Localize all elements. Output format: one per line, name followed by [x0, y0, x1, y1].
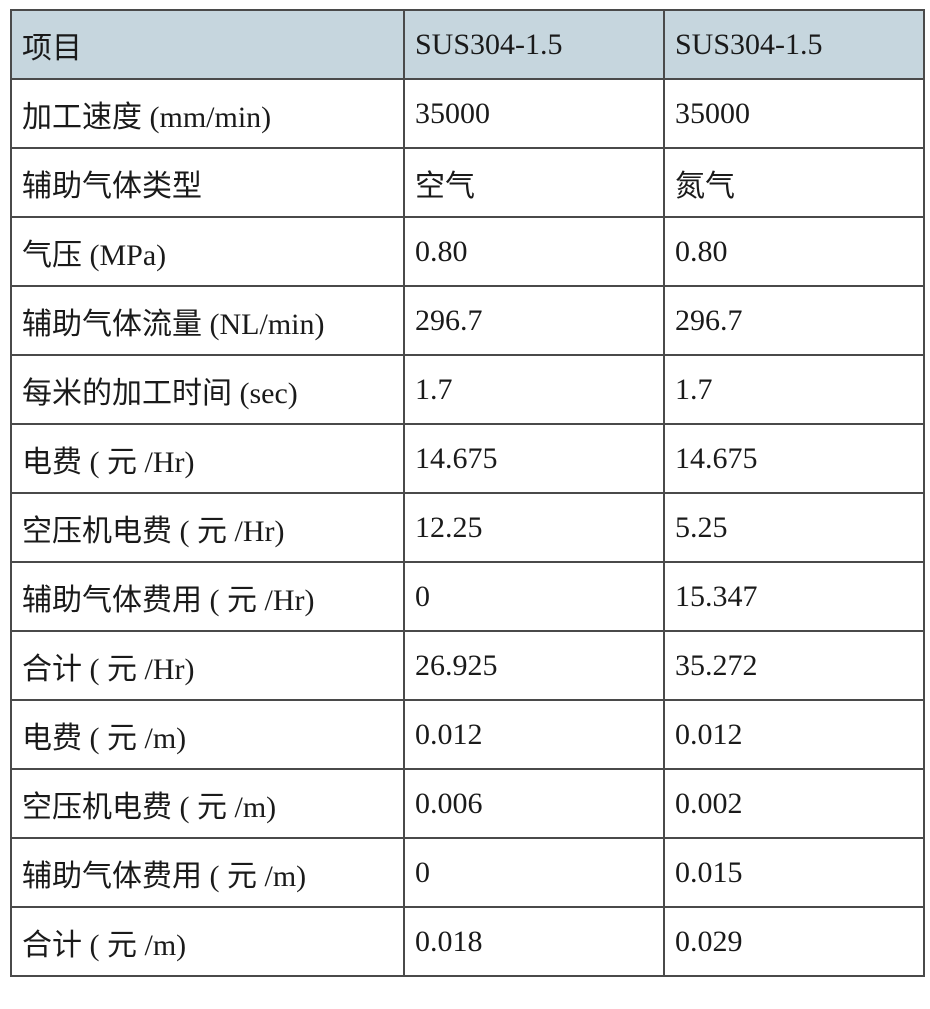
table-cell: 0.80 — [403, 216, 665, 287]
table-row: 每米的加工时间 (sec) 1.7 1.7 — [10, 354, 925, 425]
table-header: 项目 SUS304-1.5 SUS304-1.5 — [10, 9, 925, 80]
table-body: 加工速度 (mm/min) 35000 35000 辅助气体类型 空气 氮气 气压 (MPa… — [10, 78, 925, 977]
table-row: 辅助气体类型 空气 氮气 — [10, 147, 925, 218]
table-cell: 0.006 — [403, 768, 665, 839]
header-cell: SUS304-1.5 — [663, 9, 925, 80]
header-cell: SUS304-1.5 — [403, 9, 665, 80]
table-cell: 气压 (MPa) — [10, 216, 405, 287]
table-cell: 辅助气体费用 ( 元 /m) — [10, 837, 405, 908]
table-cell: 14.675 — [403, 423, 665, 494]
table-cell: 氮气 — [663, 147, 925, 218]
table-cell: 0.80 — [663, 216, 925, 287]
table-cell: 空压机电费 ( 元 /Hr) — [10, 492, 405, 563]
table-cell: 电费 ( 元 /Hr) — [10, 423, 405, 494]
table-cell: 15.347 — [663, 561, 925, 632]
table-cell: 296.7 — [663, 285, 925, 356]
table-cell: 辅助气体类型 — [10, 147, 405, 218]
table-cell: 0 — [403, 837, 665, 908]
table-row: 加工速度 (mm/min) 35000 35000 — [10, 78, 925, 149]
table-cell: 296.7 — [403, 285, 665, 356]
table-row: 辅助气体费用 ( 元 /Hr) 0 15.347 — [10, 561, 925, 632]
table-row: 气压 (MPa) 0.80 0.80 — [10, 216, 925, 287]
table-cell: 0.012 — [663, 699, 925, 770]
table-row: 电费 ( 元 /Hr) 14.675 14.675 — [10, 423, 925, 494]
table-row: 电费 ( 元 /m) 0.012 0.012 — [10, 699, 925, 770]
table-cell: 35000 — [403, 78, 665, 149]
table-cell: 14.675 — [663, 423, 925, 494]
table-cell: 0.002 — [663, 768, 925, 839]
table-cell: 35000 — [663, 78, 925, 149]
header-row: 项目 SUS304-1.5 SUS304-1.5 — [10, 9, 925, 80]
table-row: 空压机电费 ( 元 /Hr) 12.25 5.25 — [10, 492, 925, 563]
table-cell: 空压机电费 ( 元 /m) — [10, 768, 405, 839]
table-cell: 电费 ( 元 /m) — [10, 699, 405, 770]
table-cell: 35.272 — [663, 630, 925, 701]
table-container: 项目 SUS304-1.5 SUS304-1.5 加工速度 (mm/min) 3500… — [10, 9, 925, 977]
table-cell: 0.015 — [663, 837, 925, 908]
table-cell: 0.012 — [403, 699, 665, 770]
table-cell: 0.029 — [663, 906, 925, 977]
table-cell: 每米的加工时间 (sec) — [10, 354, 405, 425]
table-cell: 加工速度 (mm/min) — [10, 78, 405, 149]
table-row: 合计 ( 元 /Hr) 26.925 35.272 — [10, 630, 925, 701]
table-row: 合计 ( 元 /m) 0.018 0.029 — [10, 906, 925, 977]
table-cell: 0 — [403, 561, 665, 632]
table-cell: 26.925 — [403, 630, 665, 701]
table-cell: 合计 ( 元 /Hr) — [10, 630, 405, 701]
header-cell: 项目 — [10, 9, 405, 80]
table-cell: 空气 — [403, 147, 665, 218]
table-cell: 1.7 — [403, 354, 665, 425]
table-cell: 1.7 — [663, 354, 925, 425]
table-cell: 5.25 — [663, 492, 925, 563]
table-cell: 0.018 — [403, 906, 665, 977]
table-cell: 辅助气体流量 (NL/min) — [10, 285, 405, 356]
cost-table: 项目 SUS304-1.5 SUS304-1.5 加工速度 (mm/min) 3500… — [10, 9, 925, 977]
table-cell: 辅助气体费用 ( 元 /Hr) — [10, 561, 405, 632]
table-row: 空压机电费 ( 元 /m) 0.006 0.002 — [10, 768, 925, 839]
table-cell: 合计 ( 元 /m) — [10, 906, 405, 977]
table-cell: 12.25 — [403, 492, 665, 563]
table-row: 辅助气体流量 (NL/min) 296.7 296.7 — [10, 285, 925, 356]
table-row: 辅助气体费用 ( 元 /m) 0 0.015 — [10, 837, 925, 908]
